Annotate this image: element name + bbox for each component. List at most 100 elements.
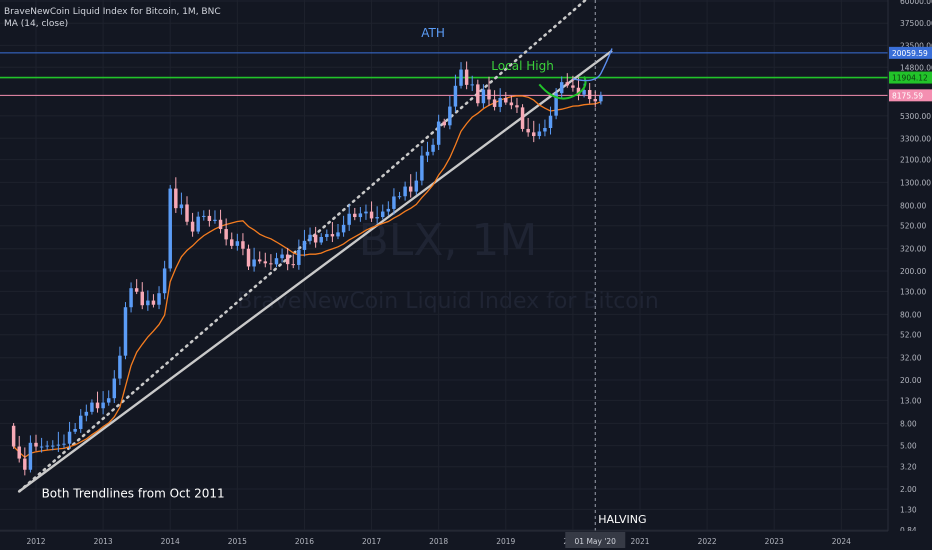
candle-body [576,87,581,95]
candle-body [397,196,402,198]
candle [246,244,251,270]
candle-body [151,300,156,305]
trendlines [17,0,613,531]
candle-body [571,85,575,88]
candle [459,62,463,89]
candle [481,84,486,109]
candle-body [196,216,200,232]
ma-line [13,95,602,459]
candle-body [330,234,335,237]
candle [408,174,413,198]
candle [599,91,603,105]
candle [336,223,340,240]
candle [241,233,245,256]
candle [157,286,161,310]
candle-body [134,288,139,292]
candle [151,294,156,308]
candle [174,177,178,213]
candle [17,435,21,463]
candle-body [308,234,312,241]
candle [448,96,452,130]
moving-average [13,95,602,459]
candle-body [375,217,379,219]
candle [559,76,564,99]
candle [274,252,279,268]
candle [442,118,446,128]
candle-body [202,215,206,217]
price-tick-label: 5.00 [900,442,917,451]
candle [420,146,424,186]
candle-body [17,446,21,459]
time-tick-label: 2022 [698,537,717,546]
candle [134,279,139,295]
candle [73,422,77,435]
candle-body [414,180,419,192]
candle-body [453,85,458,107]
halving-date-text: 01 May '20 [575,537,617,546]
candle-body [168,188,172,269]
price-tick-label: 1.30 [900,505,917,514]
candle [431,138,435,156]
price-tick-label: 37500.00 [900,19,932,28]
candle-body [146,300,150,306]
candle-body [106,398,111,403]
candle [101,391,105,415]
candle [252,247,256,272]
price-tick-label: 3.20 [900,463,917,472]
candle-body [218,219,223,230]
watermark-name: BraveNewCoin Liquid Index for Bitcoin [237,289,659,314]
candle [520,104,525,132]
candle-body [319,236,323,243]
candle-body [347,213,351,225]
candle-body [157,293,161,305]
annotation-label: Local High [491,59,554,73]
candle [185,196,189,226]
candle-body [257,259,262,262]
candle [487,76,491,106]
candle-body [235,241,240,246]
candle-body [51,445,55,447]
candle [235,233,240,251]
price-tick-label: 23500.00 [900,41,932,50]
candle-body [386,208,391,212]
candle [224,218,228,246]
trendline-dotted [17,0,588,493]
candle [470,75,474,91]
candle [392,188,396,215]
candle [168,184,172,272]
indicator-label[interactable]: MA (14, close) [4,19,69,29]
candle [202,210,206,221]
price-label-bg [889,71,932,84]
candle-body [291,264,295,266]
candle [123,302,128,360]
candle [218,209,223,234]
candle-body [459,69,463,86]
grid [0,0,888,531]
candle [56,431,61,453]
candle [34,434,38,451]
candle-body [504,97,508,103]
time-tick-label: 2023 [765,537,784,546]
candle-body [112,378,117,399]
candle-body [599,95,603,102]
candle-body [476,84,480,104]
candle [291,254,295,269]
price-label: 8175.59 [889,89,932,102]
candle-body [520,107,525,129]
candle [403,181,407,201]
candle-body [420,155,424,181]
candle-body [548,115,553,129]
candle [554,88,558,120]
candle-body [392,196,396,209]
candle-body [492,99,497,107]
candle [313,226,318,248]
candle [587,82,592,104]
time-tick-label: 2015 [228,537,247,546]
candle [269,254,273,270]
candle-body [565,82,570,86]
time-tick-label: 2018 [429,537,448,546]
candle [532,120,536,143]
candle-body [448,106,452,126]
